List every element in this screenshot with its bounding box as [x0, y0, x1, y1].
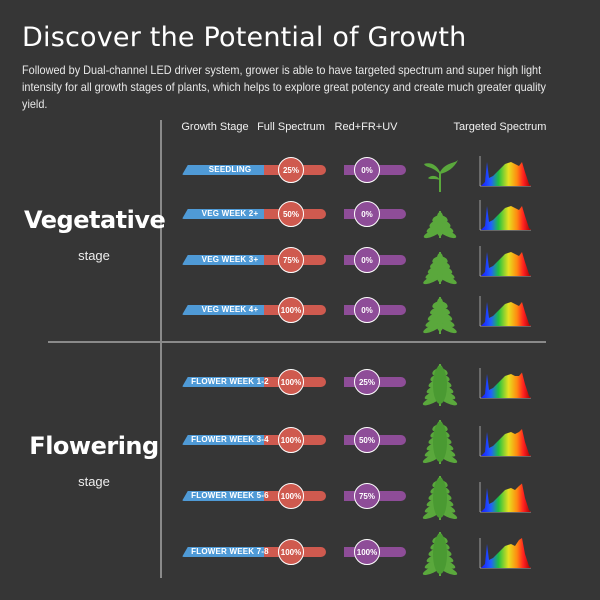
stage-label: VEG WEEK 4+ — [201, 305, 259, 314]
page-title: Discover the Potential of Growth — [22, 22, 467, 53]
stage-label: VEG WEEK 2+ — [201, 209, 259, 218]
stage-pill — [182, 209, 278, 219]
stage-label: FLOWER WEEK 5-6 — [191, 491, 269, 500]
spectrum-chart-icon — [477, 422, 533, 458]
stage-pill — [182, 491, 278, 501]
flowering-plant-icon — [418, 358, 462, 408]
red-fr-uv-dial: 50% — [354, 427, 380, 453]
full-spectrum-dial: 50% — [278, 201, 304, 227]
table-row: FLOWER WEEK 5-6 100% 75% — [0, 476, 600, 520]
page-subtitle: Followed by Dual-channel LED driver syst… — [22, 64, 547, 111]
full-spectrum-dial: 100% — [278, 297, 304, 323]
flowering-title: Flowering — [29, 432, 159, 460]
stage-pill — [182, 377, 278, 387]
stage-pill — [182, 305, 278, 315]
spectrum-chart-icon — [477, 292, 533, 328]
table-row: FLOWER WEEK 7-8 100% 100% — [0, 532, 600, 576]
spectrum-chart-icon — [477, 196, 533, 232]
stage-label: FLOWER WEEK 3-4 — [191, 435, 269, 444]
stage-label: FLOWER WEEK 1-2 — [191, 377, 269, 386]
vegetative-title: Vegetative — [24, 206, 166, 234]
red-fr-uv-dial: 25% — [354, 369, 380, 395]
stage-pill — [182, 547, 278, 557]
horizontal-divider — [48, 341, 546, 343]
stage-pill — [182, 435, 278, 445]
full-spectrum-dial: 100% — [278, 483, 304, 509]
stage-label: FLOWER WEEK 7-8 — [191, 547, 269, 556]
full-spectrum-dial: 75% — [278, 247, 304, 273]
column-header-full-spectrum: Full Spectrum — [257, 121, 325, 133]
flowering-plant-icon — [418, 528, 462, 578]
red-fr-uv-dial: 0% — [354, 201, 380, 227]
stage-pill — [182, 165, 278, 175]
table-row: FLOWER WEEK 1-2 100% 25% — [0, 364, 600, 406]
full-spectrum-dial: 100% — [278, 427, 304, 453]
spectrum-chart-icon — [477, 478, 533, 514]
full-spectrum-dial: 100% — [278, 539, 304, 565]
flowering-plant-icon — [418, 472, 462, 522]
red-fr-uv-dial: 100% — [354, 539, 380, 565]
stage-label: SEEDLING — [208, 165, 252, 174]
spectrum-chart-icon — [477, 534, 533, 570]
red-fr-uv-dial: 0% — [354, 157, 380, 183]
vegetative-subtitle: stage — [78, 248, 110, 263]
seedling-icon — [418, 146, 462, 196]
full-spectrum-dial: 25% — [278, 157, 304, 183]
mature-plant-icon — [418, 286, 462, 336]
spectrum-chart-icon — [477, 242, 533, 278]
table-row: VEG WEEK 2+ 50% 0% — [0, 196, 600, 239]
table-row: VEG WEEK 3+ 75% 0% — [0, 242, 600, 285]
stage-pill — [182, 255, 278, 265]
spectrum-chart-icon — [477, 152, 533, 188]
table-row: VEG WEEK 4+ 100% 0% — [0, 292, 600, 334]
stage-label: VEG WEEK 3+ — [201, 255, 259, 264]
red-fr-uv-dial: 75% — [354, 483, 380, 509]
plant-icon — [418, 236, 462, 286]
flowering-subtitle: stage — [78, 474, 110, 489]
flowering-plant-icon — [418, 416, 462, 466]
young-plant-icon — [418, 190, 462, 240]
column-header-red-fr-uv: Red+FR+UV — [334, 121, 398, 133]
table-row: SEEDLING 25% 0% — [0, 152, 600, 192]
full-spectrum-dial: 100% — [278, 369, 304, 395]
red-fr-uv-dial: 0% — [354, 247, 380, 273]
table-row: FLOWER WEEK 3-4 100% 50% — [0, 420, 600, 464]
red-fr-uv-dial: 0% — [354, 297, 380, 323]
spectrum-chart-icon — [477, 364, 533, 400]
column-header-targeted-spectrum: Targeted Spectrum — [453, 121, 547, 133]
vertical-divider — [160, 120, 162, 578]
column-header-growth-stage: Growth Stage — [181, 121, 249, 133]
